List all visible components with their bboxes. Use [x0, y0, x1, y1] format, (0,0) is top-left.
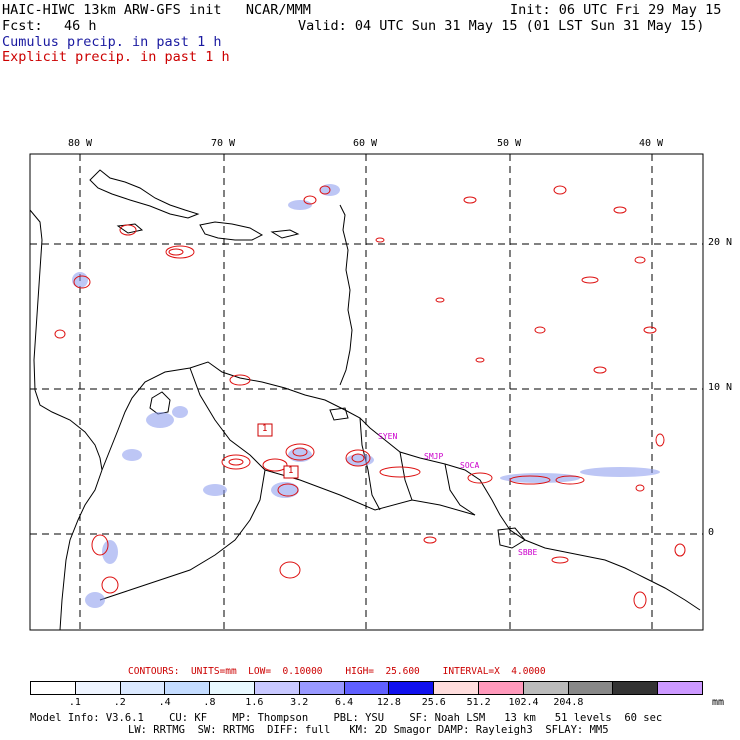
info-sflay: SFLAY: MM5: [545, 724, 609, 736]
color-bar-cell: [210, 682, 255, 694]
station-syen: SYEN: [378, 432, 398, 441]
lon-label-70w: 70 W: [211, 138, 236, 149]
color-bar-cell: [434, 682, 479, 694]
color-bar-cell: [165, 682, 211, 694]
color-bar-tick: .8: [203, 697, 216, 708]
color-bar-cell: [254, 682, 300, 694]
lat-label-0: 0: [708, 527, 715, 538]
explicit-legend: Explicit precip. in past 1 h: [2, 49, 230, 65]
info-pbl: PBL: YSU: [333, 712, 385, 724]
color-bar-cell: [478, 682, 524, 694]
info-lw: LW: RRTMG: [128, 724, 185, 736]
color-bar-tick: 102.4: [508, 697, 539, 708]
cumulus-legend: Cumulus precip. in past 1 h: [2, 34, 222, 50]
info-sf: SF: Noah LSM: [409, 712, 486, 724]
color-bar-tick: 12.8: [376, 697, 401, 708]
contour-units: UNITS=mm: [190, 666, 237, 677]
lon-label-40w: 40 W: [639, 138, 664, 149]
color-bar-tick: 1.6: [245, 697, 264, 708]
station-sbbe: SBBE: [518, 548, 538, 557]
color-bar-cell: [389, 682, 435, 694]
color-bar-tick: 3.2: [290, 697, 309, 708]
color-bar-tick: 6.4: [335, 697, 354, 708]
init-time: Init: 06 UTC Fri 29 May 15: [510, 2, 722, 18]
model-info-line2: LW: RRTMG SW: RRTMG DIFF: full KM: 2D Sm…: [128, 724, 609, 736]
color-bar-cell: [613, 682, 659, 694]
color-bar-cell: [299, 682, 345, 694]
explicit-contours: [54, 185, 686, 609]
feature-box-2: [283, 465, 299, 479]
contour-high: HIGH= 25.600: [345, 666, 420, 677]
lat-label-20n: 20 N: [708, 237, 733, 248]
feature-box-label-2: 1: [288, 466, 294, 476]
info-cu: CU: KF: [169, 712, 208, 724]
info-damp: DAMP: Rayleigh3: [437, 724, 533, 736]
forecast-hours: 46 h: [64, 18, 97, 34]
color-bar-cell: [120, 682, 166, 694]
contour-info: CONTOURS: UNITS=mm LOW= 0.10000 HIGH= 25…: [128, 666, 546, 677]
color-bar: [30, 681, 703, 695]
color-bar-units: mm: [712, 697, 725, 708]
info-dt: 60 sec: [624, 712, 663, 724]
contour-interval: INTERVAL=X 4.0000: [442, 666, 546, 677]
color-bar-tick: .2: [113, 697, 126, 708]
feature-box-label-1: 1: [262, 424, 268, 434]
color-bar-cell: [75, 682, 121, 694]
lat-label-10n: 10 N: [708, 382, 733, 393]
color-bar-cell: [658, 682, 702, 694]
info-km: KM: 2D Smagor: [349, 724, 432, 736]
color-bar-cell: [568, 682, 614, 694]
cumulus-shading: [72, 184, 660, 608]
station-smjp: SMJP: [424, 452, 444, 461]
info-version: Model Info: V3.6.1: [30, 712, 144, 724]
color-bar-tick: 51.2: [466, 697, 491, 708]
lat-lon-grid: [30, 154, 703, 630]
color-bar-cell: [31, 682, 76, 694]
lon-label-50w: 50 W: [497, 138, 522, 149]
color-bar-tick: 25.6: [421, 697, 446, 708]
color-bar-cell: [523, 682, 569, 694]
color-bar-tick: 204.8: [553, 697, 584, 708]
info-sw: SW: RRTMG: [197, 724, 255, 736]
valid-time: Valid: 04 UTC Sun 31 May 15 (01 LST Sun …: [298, 18, 705, 34]
model-title: HAIC-HIWC 13km ARW-GFS init NCAR/MMM: [2, 2, 311, 18]
contour-low: LOW= 0.10000: [248, 666, 323, 677]
lon-label-60w: 60 W: [353, 138, 378, 149]
station-soca: SOCA: [460, 461, 480, 470]
contour-label: CONTOURS:: [128, 666, 180, 677]
model-info-line1: Model Info: V3.6.1 CU: KF MP: Thompson P…: [30, 712, 662, 724]
info-res: 13 km: [504, 712, 536, 724]
feature-box-1: [257, 423, 273, 437]
info-levels: 51 levels: [554, 712, 612, 724]
color-bar-tick: .4: [158, 697, 171, 708]
color-bar-cell: [344, 682, 390, 694]
color-bar-tick: .1: [68, 697, 81, 708]
info-mp: MP: Thompson: [232, 712, 309, 724]
lon-label-80w: 80 W: [68, 138, 93, 149]
forecast-label: Fcst:: [2, 18, 43, 34]
info-diff: DIFF: full: [267, 724, 331, 736]
coastlines: [29, 169, 701, 631]
